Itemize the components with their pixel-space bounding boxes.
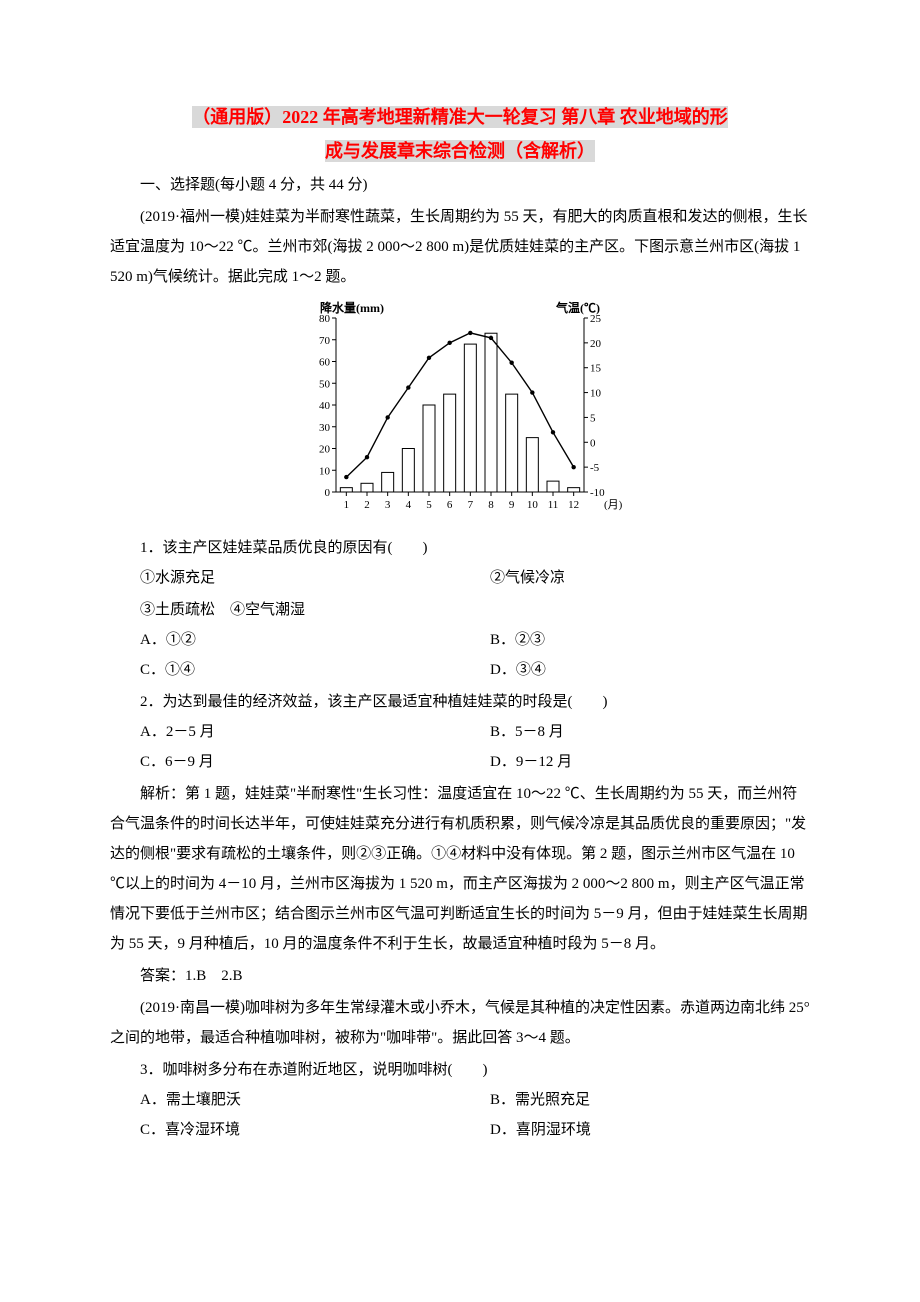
svg-text:5: 5 — [590, 413, 596, 425]
svg-text:1: 1 — [344, 499, 350, 511]
q3-optA: A．需土壤肥沃 — [110, 1085, 460, 1115]
svg-text:15: 15 — [590, 363, 602, 375]
svg-text:7: 7 — [468, 499, 474, 511]
svg-text:降水量(mm): 降水量(mm) — [320, 300, 384, 315]
q3-optD: D．喜阴湿环境 — [460, 1115, 810, 1145]
q1-sub1: ①水源充足 — [110, 563, 460, 593]
svg-text:8: 8 — [488, 499, 494, 511]
svg-text:40: 40 — [319, 400, 331, 412]
svg-text:50: 50 — [319, 379, 331, 391]
q1-optD: D．③④ — [460, 655, 810, 685]
svg-text:6: 6 — [447, 499, 453, 511]
q1-sub34: ③土质疏松 ④空气潮湿 — [110, 595, 810, 625]
svg-text:12: 12 — [568, 499, 579, 511]
q2-optC: C．6－9 月 — [110, 747, 460, 777]
svg-text:20: 20 — [590, 338, 602, 350]
svg-text:5: 5 — [426, 499, 432, 511]
q1-stem: 1．该主产区娃娃菜品质优良的原因有( ) — [110, 533, 810, 563]
svg-text:4: 4 — [406, 499, 412, 511]
q3-optC: C．喜冷湿环境 — [110, 1115, 460, 1145]
svg-text:30: 30 — [319, 422, 331, 434]
svg-text:60: 60 — [319, 357, 331, 369]
svg-text:10: 10 — [590, 388, 602, 400]
q1-sub2: ②气候冷凉 — [460, 563, 810, 593]
intro-q3q4: (2019·南昌一模)咖啡树为多年生常绿灌木或小乔木，气候是其种植的决定性因素。… — [110, 993, 810, 1053]
q1-optC: C．①④ — [110, 655, 460, 685]
answer-q1q2: 答案：1.B 2.B — [110, 961, 810, 991]
q2-stem: 2．为达到最佳的经济效益，该主产区最适宜种植娃娃菜的时段是( ) — [110, 687, 810, 717]
q1-optA: A．①② — [110, 625, 460, 655]
svg-text:10: 10 — [527, 499, 539, 511]
explain-q1q2: 解析：第 1 题，娃娃菜"半耐寒性"生长习性：温度适宜在 10～22 ℃、生长周… — [110, 779, 810, 959]
svg-text:20: 20 — [319, 444, 331, 456]
svg-text:-5: -5 — [590, 463, 600, 475]
svg-text:3: 3 — [385, 499, 391, 511]
section-heading: 一、选择题(每小题 4 分，共 44 分) — [110, 170, 810, 200]
svg-text:2: 2 — [364, 499, 370, 511]
title-line-1: （通用版）2022 年高考地理新精准大一轮复习 第八章 农业地域的形 — [192, 106, 728, 128]
q2-optB: B．5－8 月 — [460, 717, 810, 747]
climate-chart: 01020304050607080降水量(mm)-10-50510152025气… — [110, 298, 810, 529]
svg-text:11: 11 — [548, 499, 559, 511]
q2-optD: D．9－12 月 — [460, 747, 810, 777]
svg-text:9: 9 — [509, 499, 515, 511]
climograph-svg: 01020304050607080降水量(mm)-10-50510152025气… — [290, 298, 630, 518]
intro-q1q2: (2019·福州一模)娃娃菜为半耐寒性蔬菜，生长周期约为 55 天，有肥大的肉质… — [110, 202, 810, 292]
q3-optB: B．需光照充足 — [460, 1085, 810, 1115]
svg-text:0: 0 — [590, 438, 596, 450]
svg-text:(月): (月) — [604, 499, 623, 511]
svg-text:0: 0 — [325, 487, 331, 499]
q3-stem: 3．咖啡树多分布在赤道附近地区，说明咖啡树( ) — [110, 1055, 810, 1085]
q1-optB: B．②③ — [460, 625, 810, 655]
svg-text:-10: -10 — [590, 487, 605, 499]
svg-text:70: 70 — [319, 335, 331, 347]
q2-optA: A．2－5 月 — [110, 717, 460, 747]
title-line-2: 成与发展章末综合检测（含解析） — [325, 140, 595, 162]
svg-text:10: 10 — [319, 466, 331, 478]
svg-text:气温(℃): 气温(℃) — [555, 300, 600, 315]
